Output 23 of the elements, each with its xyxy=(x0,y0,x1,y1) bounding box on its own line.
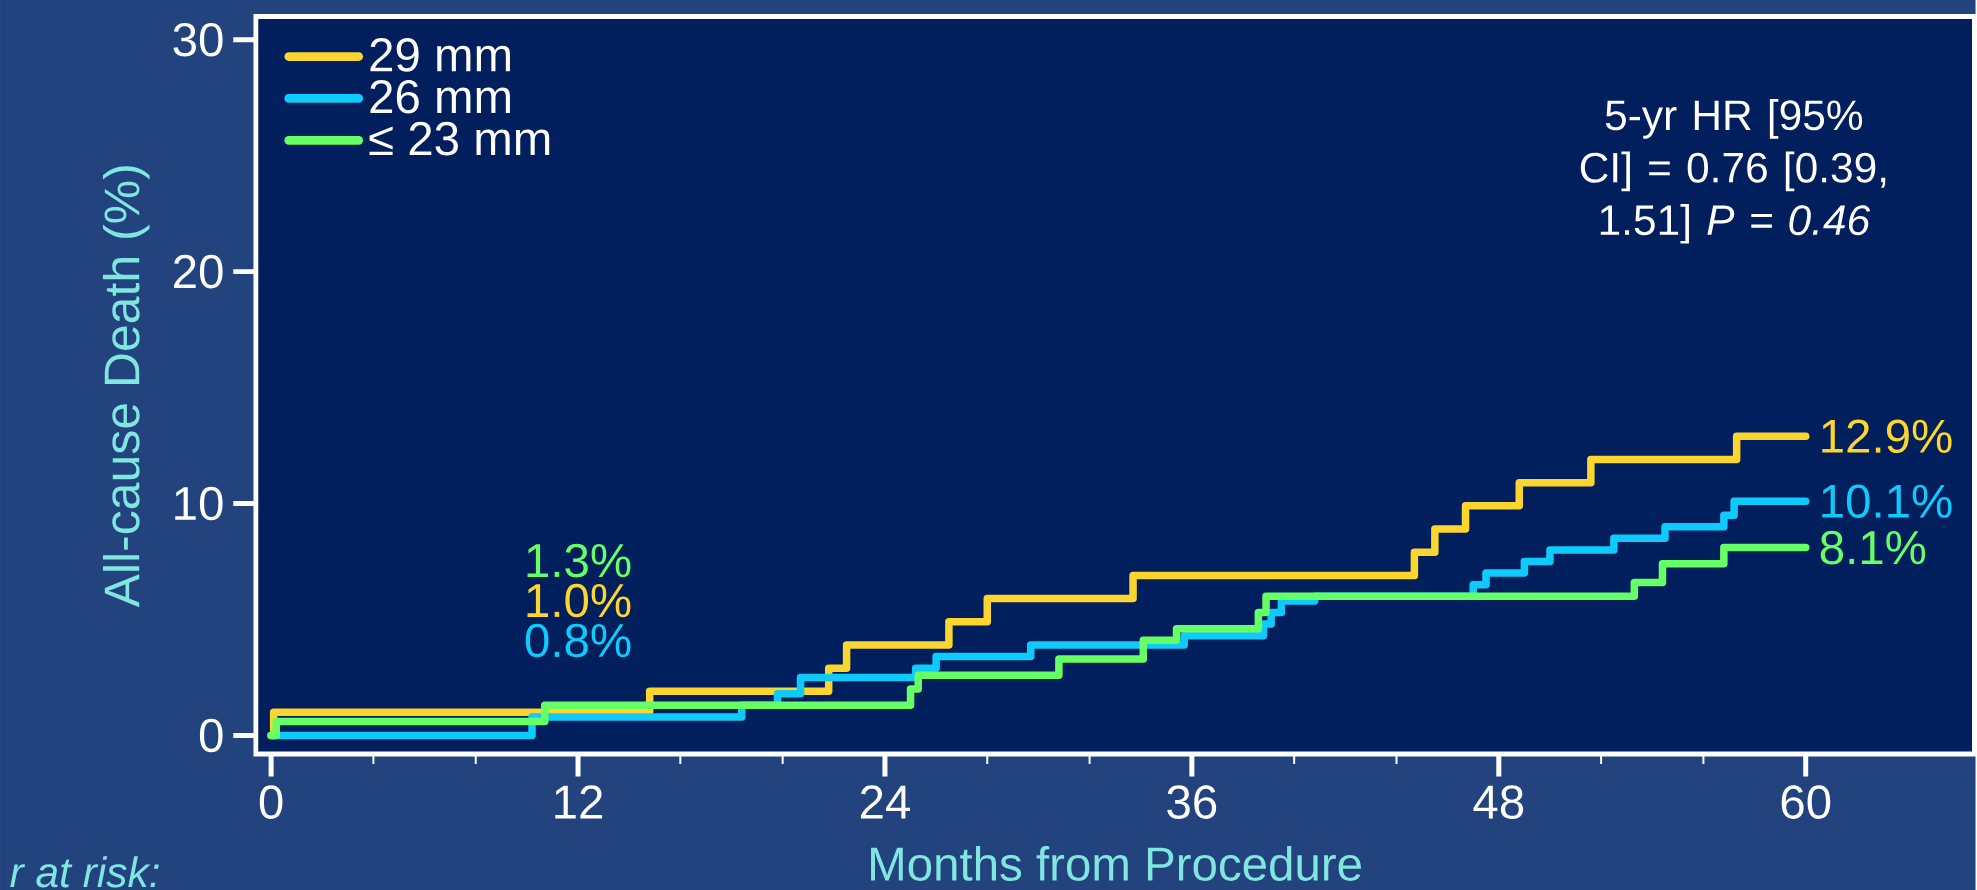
y-axis-title: All-cause Death (%) xyxy=(102,166,150,608)
legend-label: ≤ 23 mm xyxy=(369,121,550,156)
data-label: 10.1% xyxy=(1822,484,1952,518)
y-tick-label: 10 xyxy=(175,486,223,521)
data-label: 12.9% xyxy=(1822,419,1952,453)
legend-label: 29 mm xyxy=(370,37,510,72)
data-label: 1.0% xyxy=(527,583,631,618)
x-tick-label: 0 xyxy=(259,785,283,819)
annotation: 5-yr HR [95% CI] = 0.76 [0.39, 1.51] P = 0.46 xyxy=(1580,98,1886,244)
x-axis-title: Months from Procedure xyxy=(871,845,1361,881)
data-label: 8.1% xyxy=(1820,530,1926,565)
x-tick-label: 36 xyxy=(1167,785,1217,819)
x-tick-label: 48 xyxy=(1473,785,1524,819)
x-tick-label: 24 xyxy=(860,785,910,819)
x-tick-label: 12 xyxy=(555,785,603,819)
data-label: 1.3% xyxy=(527,543,631,578)
data-label: 0.8% xyxy=(525,623,631,658)
y-tick-label: 0 xyxy=(199,718,223,753)
legend-label: 26 mm xyxy=(370,79,510,114)
y-tick-label: 30 xyxy=(173,22,223,57)
y-tick-label: 20 xyxy=(174,254,223,289)
text: r at risk: xyxy=(10,856,159,888)
x-tick-label: 60 xyxy=(1781,785,1831,819)
